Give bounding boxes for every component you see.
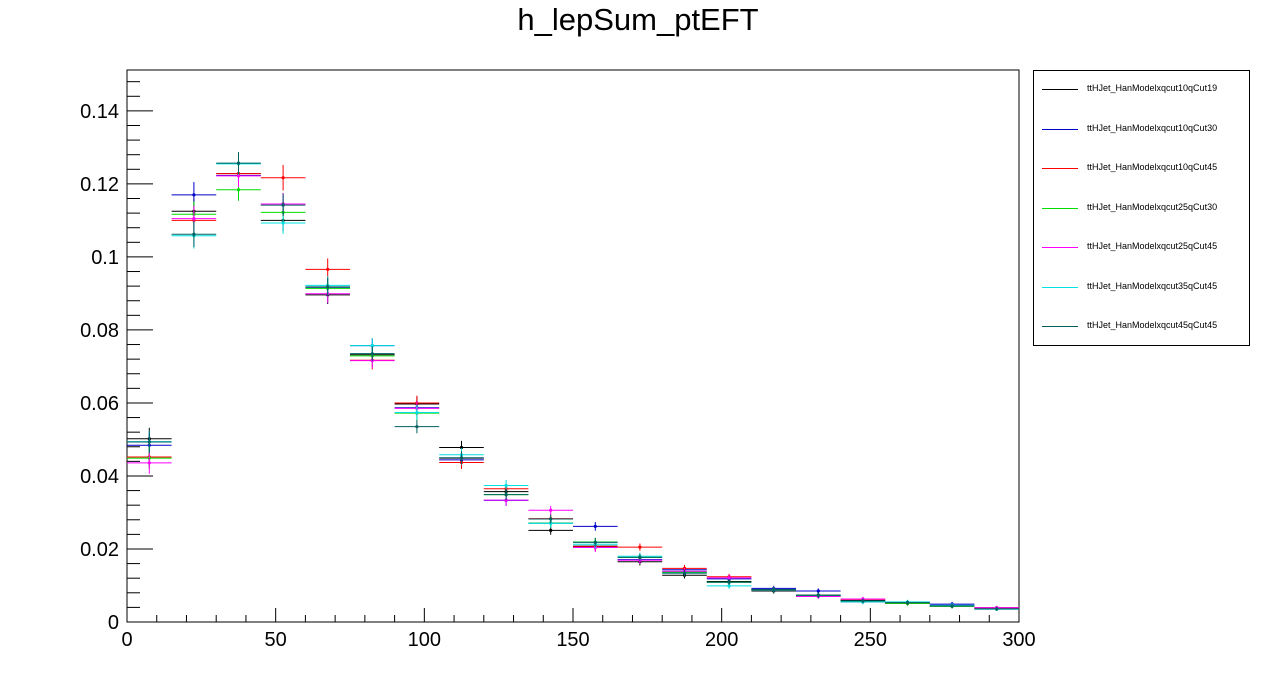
data-marks [127, 152, 1019, 612]
y-tick-label: 0.06 [80, 393, 119, 415]
legend-entry: ttHJet_HanModelxqcut45qCut45 [1034, 317, 1249, 337]
y-tick-label: 0.12 [80, 174, 119, 196]
data-point [905, 601, 910, 605]
x-tick-label: 150 [556, 629, 589, 651]
data-point [772, 587, 776, 592]
data-point [281, 176, 285, 180]
y-tick-label: 0.02 [80, 539, 119, 561]
data-point [459, 456, 464, 460]
legend-entry: ttHJet_HanModelxqcut10qCut30 [1034, 120, 1249, 140]
data-point [370, 352, 374, 356]
data-point [281, 221, 285, 225]
data-point [861, 599, 865, 603]
y-tick-label: 0.1 [91, 247, 119, 269]
y-tick-label: 0.04 [80, 466, 119, 488]
legend-label: ttHJet_HanModelxqcut45qCut45 [1087, 320, 1218, 330]
legend-entry: ttHJet_HanModelxqcut10qCut19 [1034, 80, 1249, 100]
chart-title: h_lepSum_ptEFT [517, 2, 759, 37]
data-point [638, 555, 642, 559]
series-7 [127, 152, 1019, 611]
data-point [638, 545, 642, 549]
axis-ticks [126, 81, 1020, 623]
legend-label: ttHJet_HanModelxqcut25qCut45 [1087, 241, 1218, 251]
series-1 [127, 162, 1019, 611]
x-tick-label: 250 [854, 629, 887, 651]
data-point [816, 593, 820, 597]
legend: ttHJet_HanModelxqcut10qCut19 ttHJet_HanMo… [1033, 70, 1250, 346]
data-point [192, 193, 196, 197]
x-tick-label: 100 [408, 629, 441, 651]
legend-entry: ttHJet_HanModelxqcut10qCut45 [1034, 159, 1249, 179]
data-point [147, 461, 151, 465]
data-point [326, 267, 330, 271]
data-point [727, 580, 731, 584]
data-point [370, 344, 374, 348]
data-point [192, 232, 196, 236]
legend-swatch [1042, 168, 1078, 169]
x-tick-label: 200 [705, 629, 738, 651]
data-point [816, 589, 820, 593]
data-point [147, 440, 151, 444]
data-point [326, 285, 330, 289]
legend-swatch [1042, 286, 1078, 288]
legend-label: ttHJet_HanModelxqcut35qCut45 [1087, 280, 1218, 291]
legend-swatch [1042, 207, 1078, 209]
y-tick-label: 0 [108, 612, 119, 634]
legend-swatch [1042, 326, 1078, 327]
legend-label: ttHJet_HanModelxqcut10qCut45 [1087, 162, 1218, 172]
data-point [236, 161, 241, 165]
x-tick-label: 300 [1002, 629, 1035, 651]
legend-entry: ttHJet_HanModelxqcut35qCut45 [1034, 278, 1249, 298]
data-point [549, 508, 553, 512]
legend-label: ttHJet_HanModelxqcut10qCut30 [1087, 122, 1218, 133]
legend-entry: ttHJet_HanModelxqcut25qCut30 [1034, 199, 1249, 219]
y-tick-label: 0.08 [80, 320, 119, 342]
data-point [504, 483, 508, 488]
data-point [281, 203, 285, 207]
x-tick-label: 0 [121, 629, 132, 651]
data-point [682, 571, 687, 575]
data-point [415, 410, 419, 415]
legend-label: ttHJet_HanModelxqcut25qCut30 [1087, 201, 1218, 212]
axis-tick-labels: 0 50 100 150 200 250 300 0 0.02 0.04 0.06 0.08 0.1 0.… [80, 101, 1036, 651]
x-tick-label: 50 [265, 629, 287, 651]
y-tick-label: 0.14 [80, 101, 119, 123]
data-point [727, 584, 731, 588]
legend-swatch [1042, 247, 1078, 248]
data-point [192, 216, 196, 221]
plot-frame [126, 69, 1020, 623]
data-point [549, 528, 553, 532]
data-point [549, 517, 553, 521]
legend-entry: ttHJet_HanModelxqcut25qCut45 [1034, 238, 1249, 258]
data-point [995, 607, 999, 611]
legend-label: ttHJet_HanModelxqcut10qCut19 [1087, 83, 1218, 93]
legend-swatch [1042, 89, 1078, 90]
data-point [593, 524, 597, 528]
data-point [504, 492, 508, 497]
data-point [727, 576, 731, 580]
data-point [236, 174, 241, 178]
data-point [593, 540, 597, 545]
data-point [236, 188, 241, 192]
legend-swatch [1042, 128, 1078, 130]
data-point [415, 425, 419, 429]
data-point [459, 445, 464, 450]
data-point [950, 604, 954, 608]
